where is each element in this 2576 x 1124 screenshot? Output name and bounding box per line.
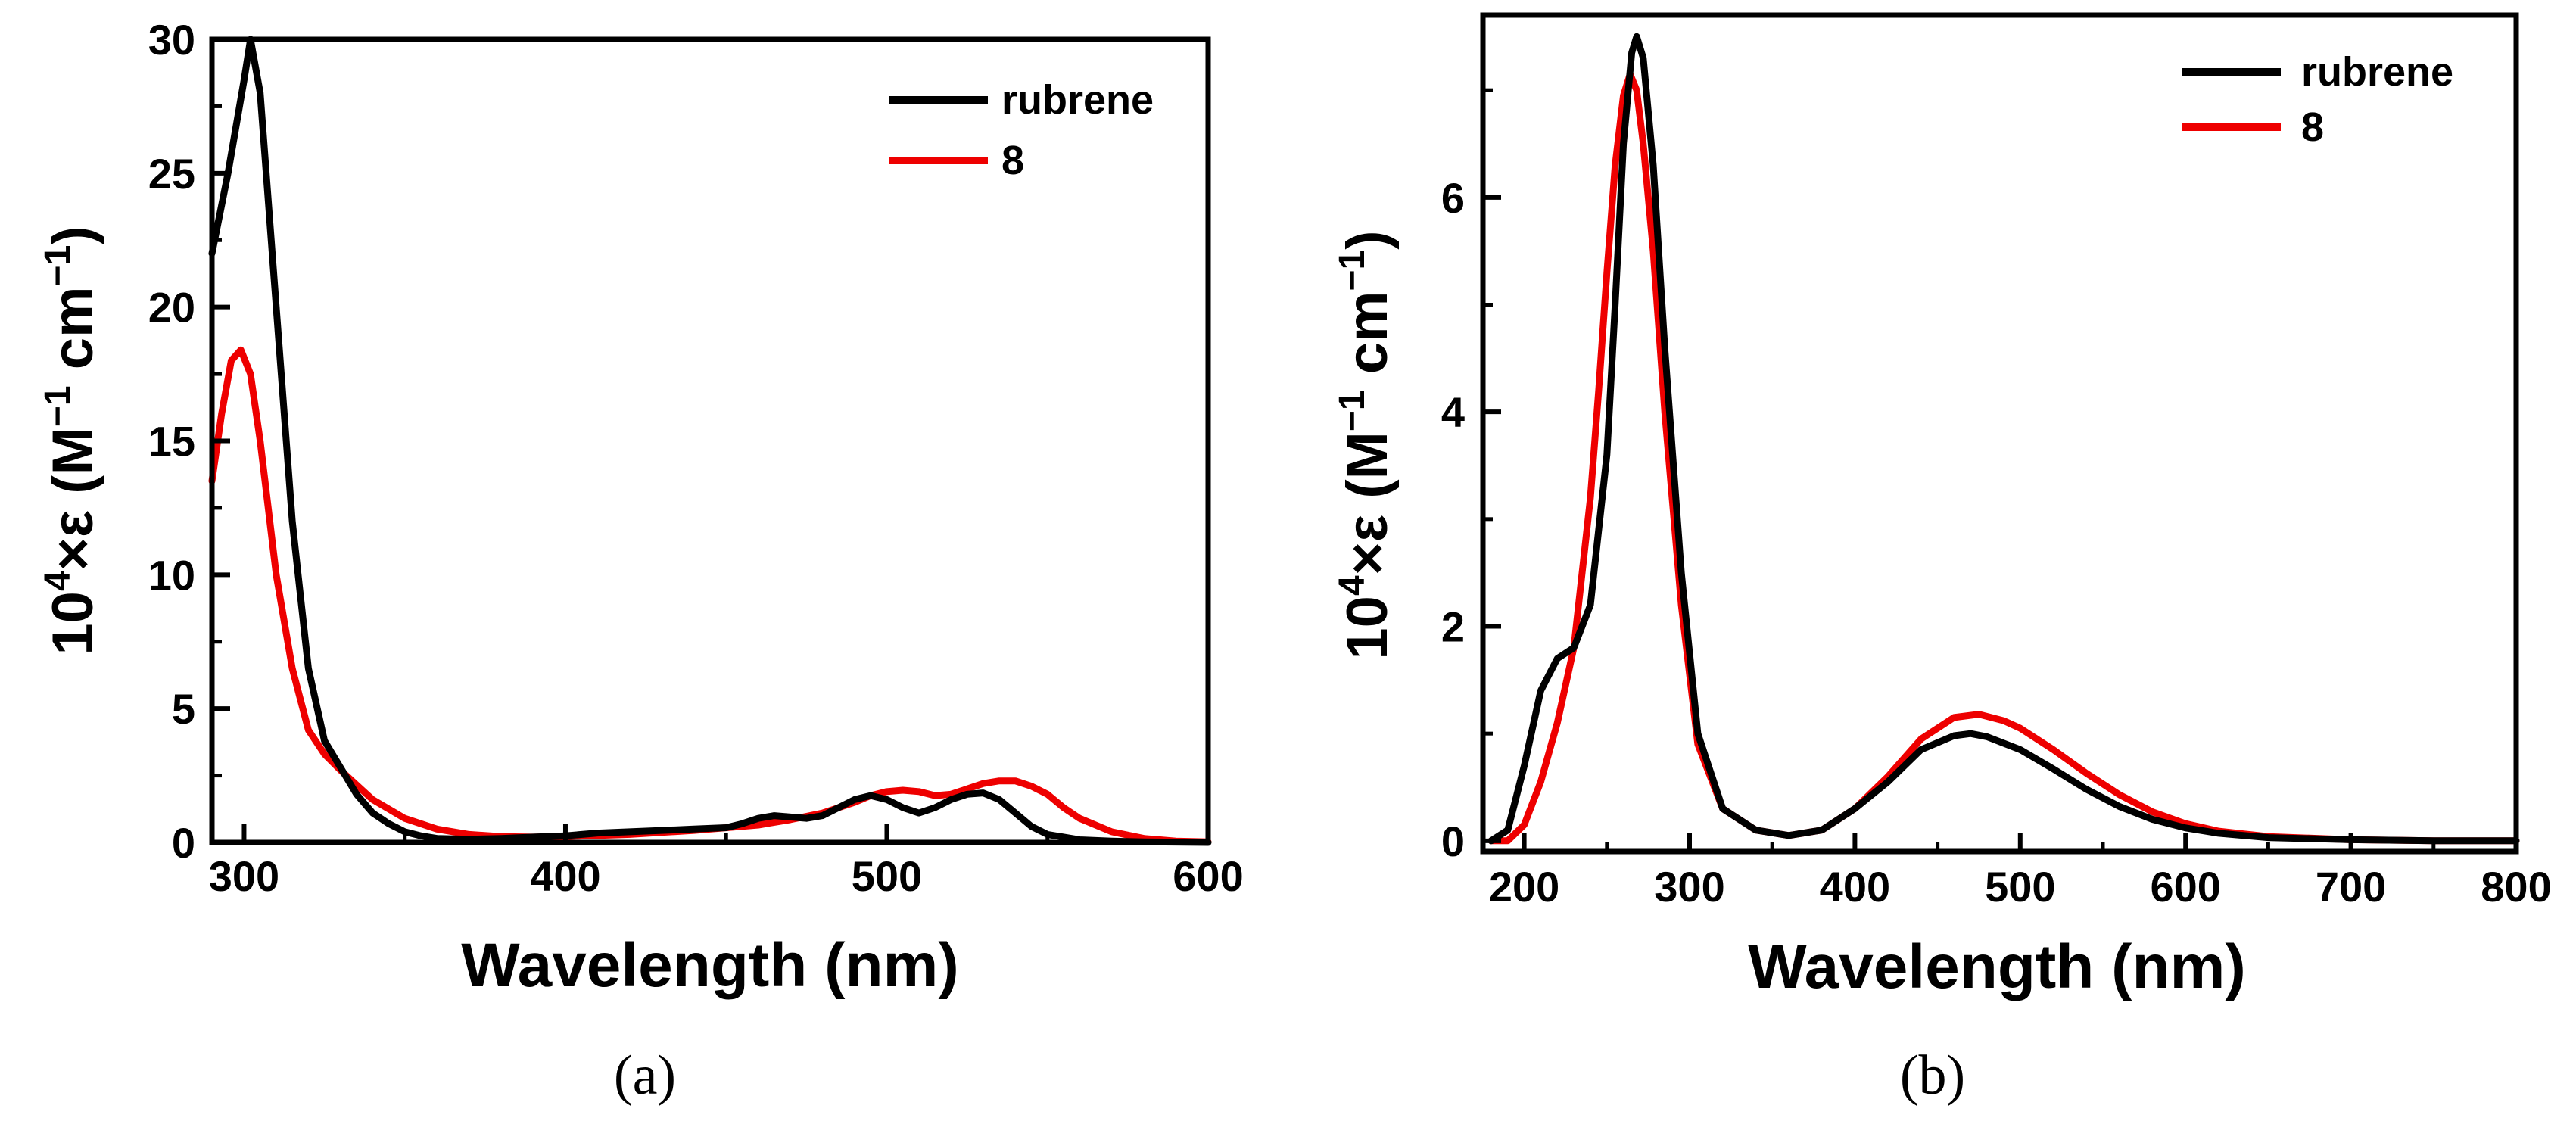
panel-a-x-tick-label: 600 bbox=[1173, 852, 1243, 900]
panel-a-y-tick-label: 0 bbox=[172, 819, 195, 867]
panel-b-x-tick-label: 500 bbox=[1985, 863, 2055, 911]
panel-b-x-tick-label: 600 bbox=[2150, 863, 2220, 911]
panel-a-series-rubrene-line bbox=[208, 36, 1212, 846]
panel-b: 200 300 400 500 600 700 800 0 2 4 6 Wavelength (nm… bbox=[1332, 12, 2552, 1107]
panel-a-y-title-base: 10 bbox=[41, 591, 105, 655]
panel-a-y-title-unit: ×ε (M bbox=[41, 427, 105, 571]
panel-a-y-tick-label: 10 bbox=[148, 551, 195, 599]
panel-a-y-tick-label: 25 bbox=[148, 150, 195, 198]
panel-b-legend: rubrene 8 bbox=[2182, 49, 2453, 150]
panel-b-x-tick-label: 400 bbox=[1820, 863, 1890, 911]
panel-a-legend-label-8: 8 bbox=[1001, 138, 1024, 183]
panel-b-y-tick-label: 0 bbox=[1441, 817, 1465, 865]
panel-a-x-tick-label: 300 bbox=[209, 852, 279, 900]
panel-b-plot-frame bbox=[1480, 12, 2519, 855]
panel-a-series bbox=[208, 36, 1212, 846]
panel-b-y-title-sup2: −1 bbox=[1332, 390, 1372, 431]
panel-b-series-rubrene-line bbox=[1487, 33, 2520, 845]
panel-b-y-title-base: 10 bbox=[1335, 596, 1400, 660]
panel-a-y-title-sup3: −1 bbox=[38, 245, 78, 287]
panel-a: 300 400 500 600 0 5 10 15 20 25 30 Wavelength (nm)… bbox=[38, 16, 1244, 1107]
panel-b-x-tick-label: 200 bbox=[1489, 863, 1559, 911]
panel-a-y-tick-label: 5 bbox=[172, 685, 195, 733]
panel-a-y-tick-label: 15 bbox=[148, 418, 195, 465]
panel-a-y-title-sup2: −1 bbox=[38, 385, 78, 427]
panel-a-legend: rubrene 8 bbox=[889, 77, 1154, 183]
panel-b-y-title-unit: ×ε (M bbox=[1335, 431, 1400, 575]
panel-a-y-title-end: ) bbox=[41, 226, 105, 244]
panel-a-y-title-sup: 4 bbox=[38, 571, 78, 591]
panel-b-y-title-sup3: −1 bbox=[1332, 250, 1372, 291]
panel-b-x-tick-label: 300 bbox=[1654, 863, 1724, 911]
panel-a-x-tick-label: 500 bbox=[852, 852, 922, 900]
panel-a-plot-frame bbox=[209, 36, 1211, 845]
panel-b-legend-label-rubrene: rubrene bbox=[2301, 49, 2453, 95]
panel-b-x-axis-title: Wavelength (nm) bbox=[1748, 933, 2246, 1001]
panel-a-y-title-cm: cm bbox=[41, 286, 105, 385]
panel-b-x-tick-label: 800 bbox=[2481, 863, 2551, 911]
panel-a-y-axis-title: 104×ε (M−1 cm−1) bbox=[38, 226, 105, 655]
panel-b-y-title-end: ) bbox=[1335, 230, 1400, 249]
panel-b-series bbox=[1487, 33, 2520, 845]
panel-a-x-tick-label: 400 bbox=[530, 852, 600, 900]
panel-b-series-compound-8-line bbox=[1487, 70, 2520, 845]
panel-b-y-tick-label: 2 bbox=[1441, 603, 1465, 651]
panel-a-legend-label-rubrene: rubrene bbox=[1001, 77, 1154, 123]
panel-b-x-tick-label: 700 bbox=[2316, 863, 2386, 911]
panel-a-series-compound-8-line bbox=[208, 346, 1212, 845]
panel-a-y-tick-label: 20 bbox=[148, 284, 195, 332]
panel-a-y-tick-label: 30 bbox=[148, 16, 195, 64]
panel-b-legend-label-8: 8 bbox=[2301, 104, 2324, 150]
panel-a-x-axis-title: Wavelength (nm) bbox=[461, 931, 959, 1000]
panel-b-ticks: 200 300 400 500 600 700 800 0 2 4 6 bbox=[1441, 88, 2552, 911]
panel-b-y-title-cm: cm bbox=[1335, 291, 1400, 390]
panel-b-y-axis-title: 104×ε (M−1 cm−1) bbox=[1332, 230, 1400, 659]
panel-b-y-title-sup: 4 bbox=[1332, 575, 1372, 596]
panel-a-ticks: 300 400 500 600 0 5 10 15 20 25 30 bbox=[148, 16, 1244, 900]
panel-b-y-tick-label: 4 bbox=[1441, 388, 1465, 436]
panel-b-caption: (b) bbox=[1900, 1045, 1965, 1107]
panel-a-caption: (a) bbox=[614, 1045, 676, 1107]
panel-b-y-tick-label: 6 bbox=[1441, 174, 1465, 222]
